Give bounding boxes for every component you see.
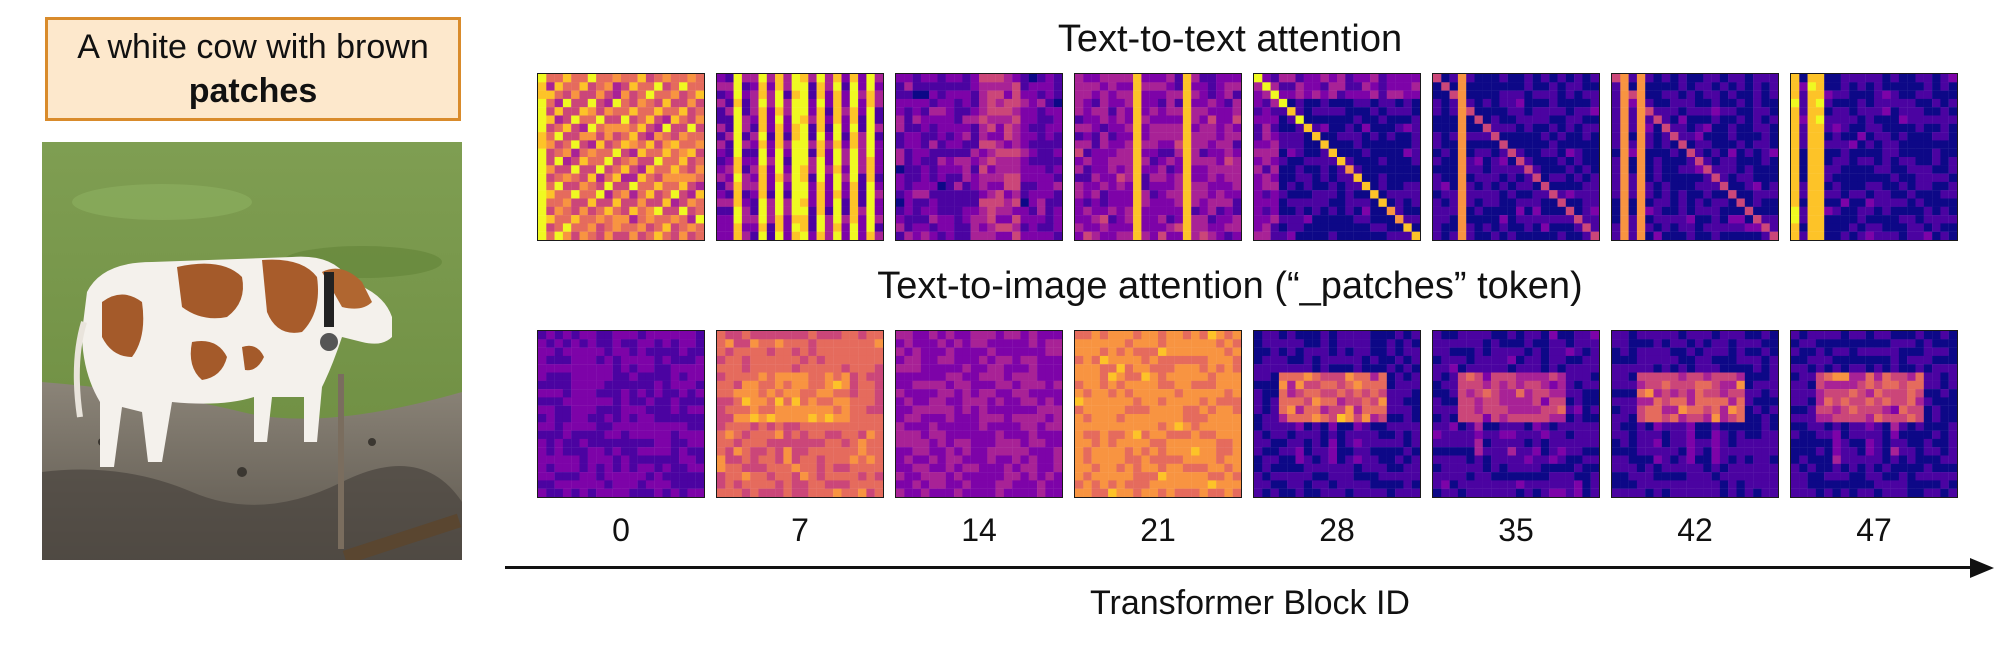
block-id-label: 21 (1140, 512, 1176, 548)
block-id-label: 0 (612, 512, 630, 548)
cow-photo (42, 142, 462, 565)
block-id-label: 47 (1856, 512, 1892, 548)
prompt-highlighted-token: patches (188, 72, 318, 110)
text-to-text-heatmap-35 (1432, 73, 1600, 241)
arrow-right-icon (1970, 558, 1994, 578)
text-to-text-heatmap-21 (1074, 73, 1242, 241)
text-to-text-heatmap-7 (716, 73, 884, 241)
text-to-image-heatmap-28 (1253, 330, 1421, 498)
text-to-text-heatmap-14 (895, 73, 1063, 241)
text-to-image-heatmap-42 (1611, 330, 1779, 498)
prompt-box: A white cow with brown patches (45, 17, 461, 121)
text-to-image-heatmap-7 (716, 330, 884, 498)
text-to-text-heatmap-42 (1611, 73, 1779, 241)
block-id-label: 28 (1319, 512, 1355, 548)
text-to-image-heatmap-21 (1074, 330, 1242, 498)
text-to-image-heatmap-14 (895, 330, 1063, 498)
prompt-text: A white cow with brown (77, 28, 429, 66)
text-to-image-heatmap-0 (537, 330, 705, 498)
text-to-text-title: Text-to-text attention (1057, 18, 1403, 60)
text-to-text-heatmap-47 (1790, 73, 1958, 241)
text-to-image-title: Text-to-image attention (“_patches” toke… (877, 265, 1583, 307)
block-axis-title: Transformer Block ID (1090, 584, 1410, 622)
text-to-text-heatmap-0 (537, 73, 705, 241)
block-id-label: 35 (1498, 512, 1534, 548)
block-axis-line (505, 566, 1973, 569)
block-id-label: 42 (1677, 512, 1713, 548)
block-id-label: 7 (791, 512, 809, 548)
block-id-label: 14 (961, 512, 997, 548)
text-to-text-heatmap-28 (1253, 73, 1421, 241)
text-to-image-heatmap-35 (1432, 330, 1600, 498)
text-to-image-heatmap-47 (1790, 330, 1958, 498)
